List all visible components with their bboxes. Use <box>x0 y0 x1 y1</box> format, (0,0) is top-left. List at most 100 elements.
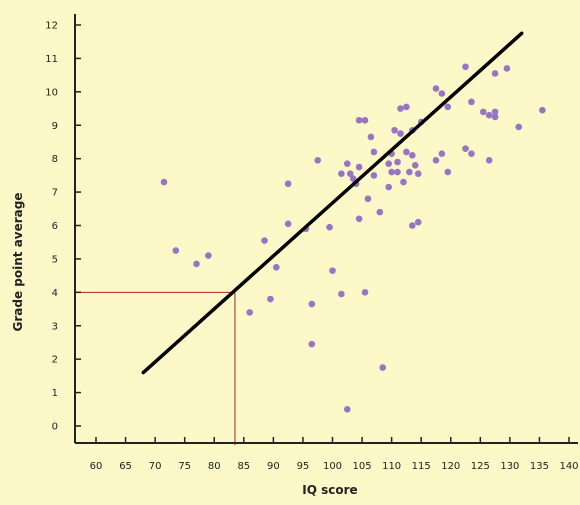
data-point <box>414 218 422 226</box>
x-tick-label: 115 <box>412 461 431 472</box>
y-tick-label: 12 <box>45 21 58 32</box>
data-point <box>409 152 416 159</box>
x-tick-label: 60 <box>90 461 103 472</box>
y-tick-label: 11 <box>45 54 58 65</box>
data-point <box>355 163 363 171</box>
data-point <box>361 289 369 296</box>
data-point <box>346 170 354 178</box>
x-tick-label: 85 <box>237 461 250 472</box>
data-point <box>414 170 422 178</box>
data-point <box>284 220 292 228</box>
x-axis-ticks: 60 65 70 75 80 85 90 95 100 105 110 115 120 125 130 135… <box>90 437 579 472</box>
data-points <box>160 63 546 413</box>
data-point <box>397 130 404 137</box>
x-tick-label: 105 <box>353 461 372 472</box>
x-tick-label: 70 <box>149 461 162 472</box>
data-point <box>491 113 499 121</box>
data-point <box>273 263 280 271</box>
data-point <box>391 126 398 134</box>
data-point <box>343 405 351 413</box>
y-tick-label: 6 <box>52 221 58 232</box>
data-point <box>367 133 375 141</box>
data-point <box>355 215 363 223</box>
data-point <box>267 295 274 303</box>
data-point <box>308 300 316 308</box>
x-tick-label: 130 <box>500 461 519 472</box>
data-point <box>284 180 292 188</box>
data-point <box>361 116 369 124</box>
y-tick-label: 5 <box>52 254 58 265</box>
x-tick-label: 140 <box>559 461 578 472</box>
data-point <box>338 290 345 298</box>
data-point <box>370 148 378 156</box>
data-point <box>539 106 546 114</box>
data-point <box>172 247 180 254</box>
data-point <box>388 168 395 176</box>
data-point <box>400 178 407 186</box>
x-tick-label: 65 <box>119 461 132 472</box>
data-point <box>485 157 493 164</box>
x-tick-label: 110 <box>382 461 401 472</box>
data-point <box>403 103 410 111</box>
x-tick-label: 75 <box>178 461 191 472</box>
data-point <box>491 70 499 77</box>
data-point <box>479 108 487 116</box>
data-point <box>403 148 410 156</box>
data-point <box>468 98 475 106</box>
data-point <box>444 103 452 111</box>
data-point <box>314 157 322 164</box>
data-point <box>462 145 469 152</box>
data-point <box>338 170 345 178</box>
data-point <box>485 111 493 119</box>
data-point <box>432 85 440 92</box>
data-point <box>329 267 336 274</box>
data-point <box>326 223 333 231</box>
data-point <box>406 168 413 176</box>
data-point <box>308 340 316 348</box>
data-point <box>370 172 378 179</box>
y-tick-label: 0 <box>52 422 58 433</box>
data-point <box>438 90 446 97</box>
y-tick-label: 4 <box>52 288 58 299</box>
x-tick-label: 90 <box>267 461 280 472</box>
x-tick-label: 95 <box>297 461 310 472</box>
y-tick-label: 10 <box>45 87 58 98</box>
data-point <box>385 183 392 191</box>
x-tick-label: 125 <box>471 461 490 472</box>
data-point <box>394 158 401 166</box>
data-point <box>462 63 469 71</box>
x-tick-label: 100 <box>323 461 342 472</box>
data-point <box>515 123 523 131</box>
x-tick-label: 80 <box>208 461 221 472</box>
data-point <box>193 260 200 268</box>
data-point <box>355 116 363 124</box>
data-point <box>503 65 511 72</box>
data-point <box>349 175 357 183</box>
data-point <box>364 195 372 203</box>
data-point <box>385 160 392 167</box>
y-tick-label: 8 <box>52 154 58 165</box>
y-axis-title: Grade point average <box>11 193 25 332</box>
data-point <box>379 364 387 371</box>
regression-line <box>141 31 524 375</box>
x-axis-title: IQ score <box>302 483 357 497</box>
data-point <box>468 150 475 157</box>
y-tick-label: 9 <box>52 121 58 132</box>
y-tick-label: 3 <box>52 321 58 332</box>
data-point <box>261 237 268 244</box>
x-tick-label: 120 <box>441 461 460 472</box>
y-tick-label: 2 <box>52 355 58 366</box>
data-point <box>444 168 452 176</box>
data-point <box>411 162 419 169</box>
data-point <box>394 168 401 176</box>
data-point <box>438 150 446 157</box>
data-point <box>205 252 212 259</box>
data-point <box>376 208 384 216</box>
data-point <box>491 108 499 116</box>
y-tick-label: 1 <box>52 388 58 399</box>
data-point <box>432 157 440 164</box>
x-tick-label: 135 <box>530 461 549 472</box>
data-point <box>397 105 404 112</box>
